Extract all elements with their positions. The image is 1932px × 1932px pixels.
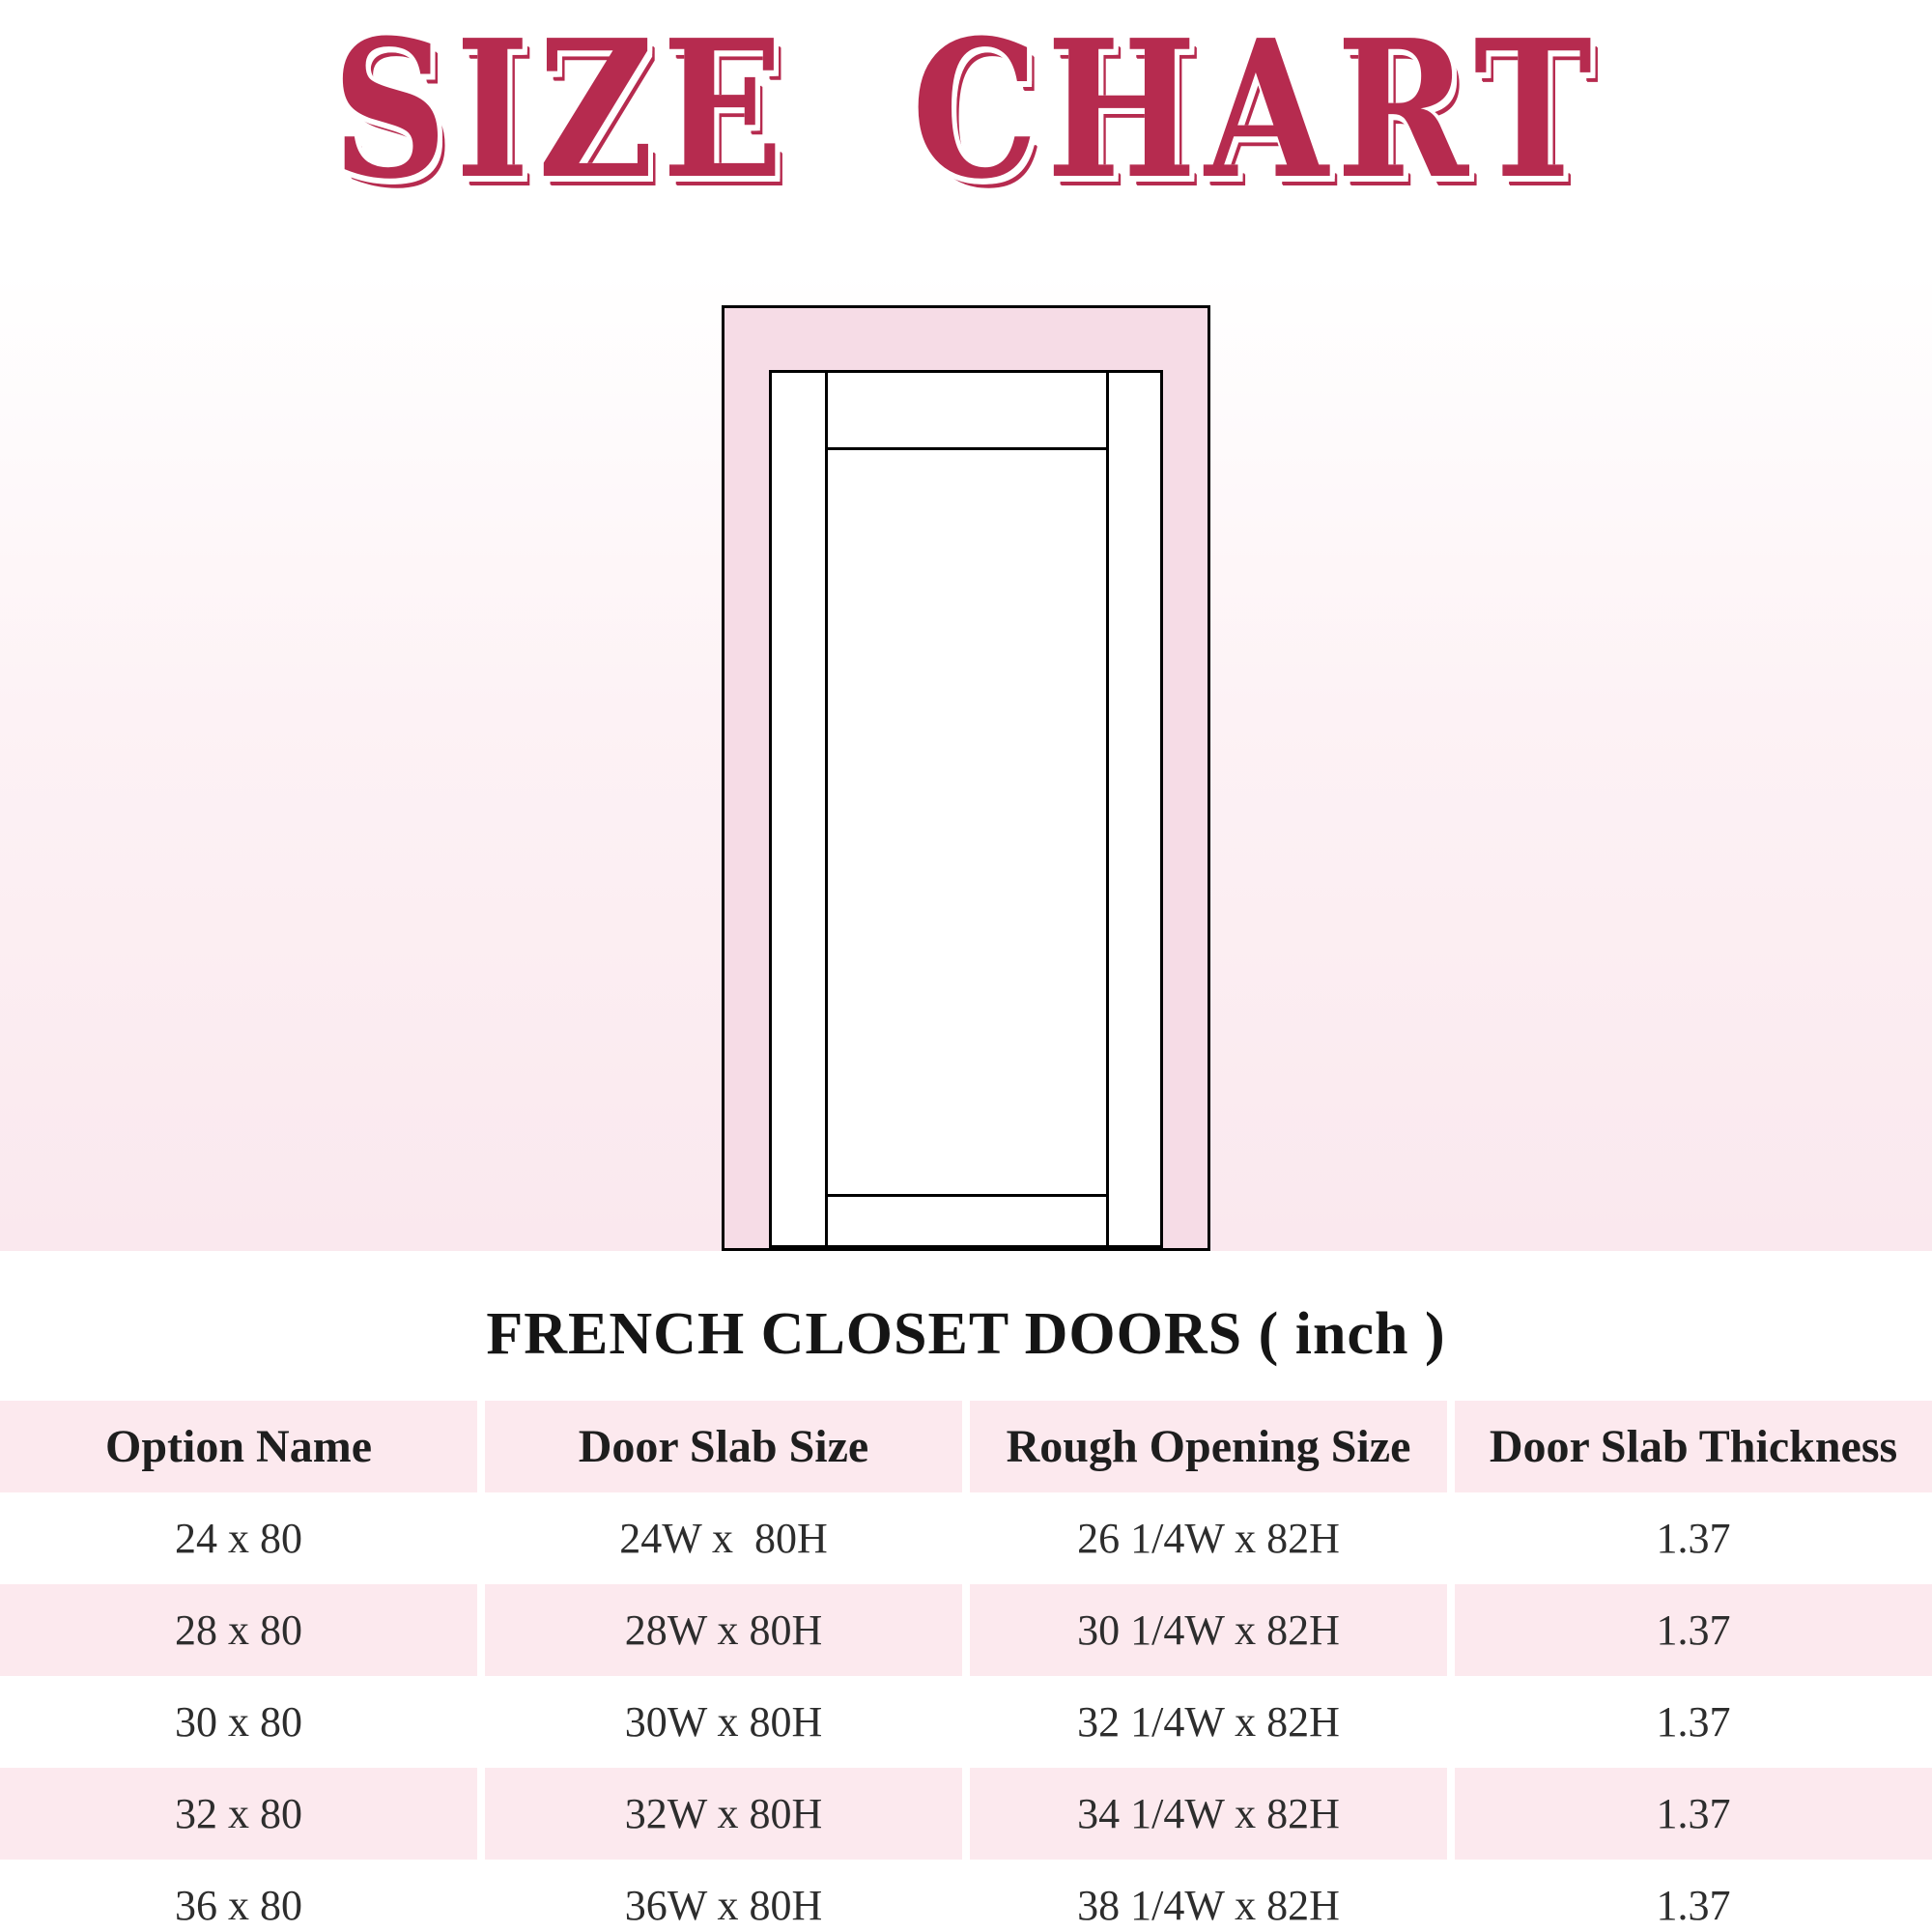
table-cell-slab: 30W x 80H xyxy=(485,1676,962,1768)
column-header-door-slab-size: Door Slab Size xyxy=(485,1401,962,1492)
door-right-stile-line xyxy=(1106,373,1109,1245)
page-title: SIZE CHART xyxy=(0,0,1932,221)
table-cell-slab: 32W x 80H xyxy=(485,1768,962,1860)
table-cell-rough: 30 1/4W x 82H xyxy=(970,1584,1447,1676)
table-cell-thickness: 1.37 xyxy=(1455,1768,1932,1860)
page-title-text: SIZE CHART xyxy=(331,0,1601,221)
door-slab-illustration xyxy=(769,370,1163,1248)
table-cell-option: 32 x 80 xyxy=(0,1768,477,1860)
door-left-stile-line xyxy=(825,373,828,1245)
table-cell-rough: 38 1/4W x 82H xyxy=(970,1860,1447,1932)
door-top-rail-line xyxy=(825,447,1109,450)
table-cell-thickness: 1.37 xyxy=(1455,1676,1932,1768)
door-frame-illustration xyxy=(722,305,1210,1251)
table-cell-rough: 34 1/4W x 82H xyxy=(970,1768,1447,1860)
column-header-rough-opening: Rough Opening Size xyxy=(970,1401,1447,1492)
table-cell-rough: 32 1/4W x 82H xyxy=(970,1676,1447,1768)
table-cell-thickness: 1.37 xyxy=(1455,1860,1932,1932)
table-title: FRENCH CLOSET DOORS ( inch ) xyxy=(486,1301,1446,1367)
column-header-option-name: Option Name xyxy=(0,1401,477,1492)
table-cell-thickness: 1.37 xyxy=(1455,1492,1932,1584)
table-cell-slab: 28W x 80H xyxy=(485,1584,962,1676)
size-table: Option Name Door Slab Size Rough Opening… xyxy=(0,1401,1932,1932)
table-cell-slab: 24W x 80H xyxy=(485,1492,962,1584)
column-header-thickness: Door Slab Thickness xyxy=(1455,1401,1932,1492)
table-cell-option: 30 x 80 xyxy=(0,1676,477,1768)
table-cell-option: 36 x 80 xyxy=(0,1860,477,1932)
table-cell-thickness: 1.37 xyxy=(1455,1584,1932,1676)
table-cell-option: 24 x 80 xyxy=(0,1492,477,1584)
table-cell-slab: 36W x 80H xyxy=(485,1860,962,1932)
table-cell-rough: 26 1/4W x 82H xyxy=(970,1492,1447,1584)
table-cell-option: 28 x 80 xyxy=(0,1584,477,1676)
door-bottom-rail-line xyxy=(825,1194,1109,1197)
